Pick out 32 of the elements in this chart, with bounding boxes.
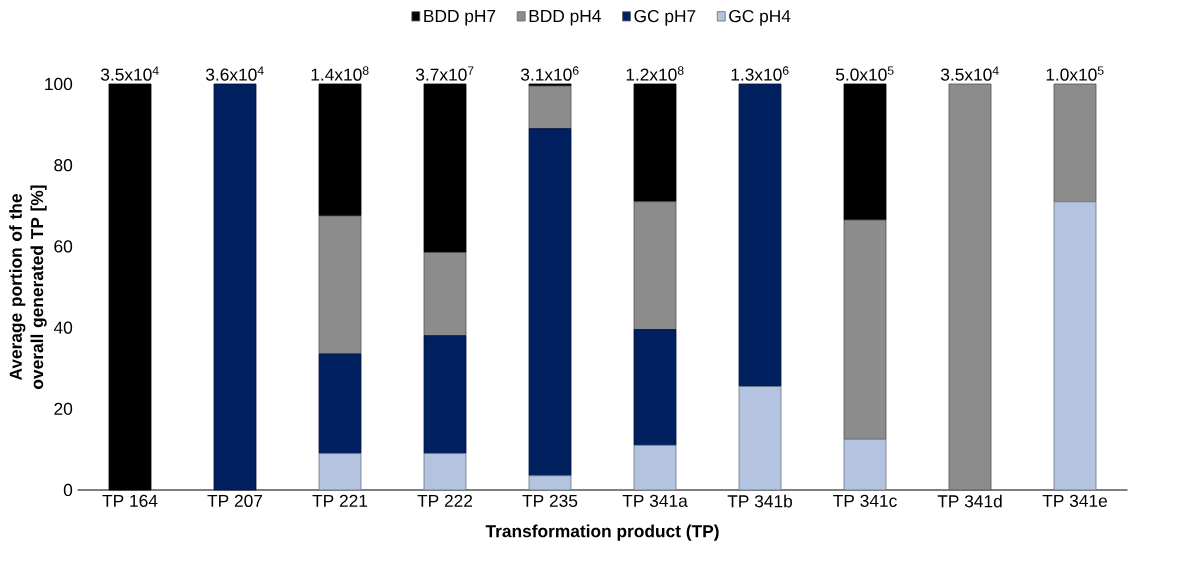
- legend-label: BDD pH4: [529, 10, 601, 26]
- x-axis-title: Transformation product (TP): [485, 524, 719, 541]
- x-tick-label: TP 341c: [833, 494, 897, 507]
- y-axis-title: Average portion of the overall generated TP [%]: [9, 185, 47, 389]
- y-tick-label: 100: [45, 77, 73, 91]
- annotation: 1.4x10$^{8}$: [311, 66, 369, 81]
- legend-label: BDD pH7: [424, 10, 496, 26]
- annotation: 3.1x10$^{6}$: [520, 66, 579, 81]
- annotation: 5.0x10$^{5}$: [835, 66, 894, 81]
- y-tick-label: 80: [54, 159, 73, 172]
- x-tick-label: TP 221: [312, 494, 368, 507]
- y-tick-label: 0: [63, 483, 73, 497]
- x-tick-label: TP 235: [522, 494, 578, 507]
- annotation: 3.5x10$^{4}$: [100, 66, 159, 81]
- annotation: 3.7x10$^{7}$: [415, 66, 474, 81]
- x-tick-label: TP 341b: [727, 494, 793, 508]
- x-tick-label: TP 207: [207, 494, 263, 507]
- legend-label: GC pH4: [729, 9, 791, 26]
- annotation: 1.3x10$^{6}$: [731, 66, 789, 81]
- annotation: 3.5x10$^{4}$: [940, 66, 999, 81]
- x-tick-label: TP 341e: [1042, 494, 1107, 507]
- annotation: 3.6x10$^{4}$: [205, 66, 264, 81]
- annotation: 1.2x10$^{8}$: [626, 66, 684, 81]
- legend-label: GC pH7: [634, 9, 696, 26]
- x-tick-label: TP 164: [102, 494, 158, 507]
- y-tick-label: 40: [53, 321, 73, 334]
- y-tick-label: 20: [54, 402, 73, 415]
- annotation: 1.0x10$^{5}$: [1046, 66, 1104, 81]
- x-tick-label: TP 222: [417, 494, 473, 507]
- y-tick-label: 60: [54, 240, 73, 253]
- x-tick-label: TP 341d: [937, 494, 1002, 508]
- x-tick-label: TP 341a: [622, 494, 688, 507]
